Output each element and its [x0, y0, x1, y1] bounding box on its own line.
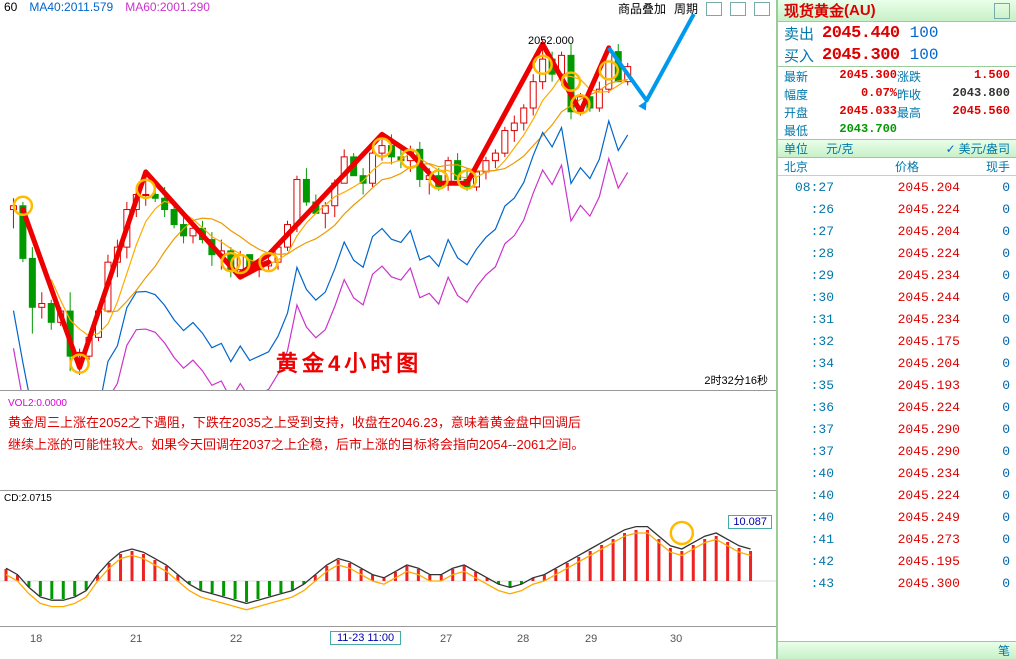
tick-row: :402045.2240 [778, 484, 1016, 506]
unit-cny[interactable]: 元/克 [826, 140, 853, 157]
xaxis-tick: 30 [670, 633, 682, 645]
analysis-text-line2: 继续上涨的可能性较大。如果今天回调在2037之上企稳，后市上涨的目标将会指向20… [8, 434, 768, 456]
tick-row: :412045.2730 [778, 528, 1016, 550]
ask-qty: 100 [910, 24, 939, 42]
date-axis: 18 21 22 11-23 11:00 27 28 29 30 [0, 626, 776, 659]
instrument-name: 现货黄金 [784, 0, 844, 21]
instrument-code: (AU) [844, 2, 876, 19]
stats-row: 最新2045.300涨跌1.500 [778, 67, 1016, 85]
tick-row: :372045.2900 [778, 418, 1016, 440]
ma40-label: MA40:2011.579 [29, 0, 113, 14]
stats-row: 开盘2045.033最高2045.560 [778, 103, 1016, 121]
macd-value-box: 10.087 [728, 515, 772, 529]
tick-row: :402045.2340 [778, 462, 1016, 484]
tick-row: :432045.3000 [778, 572, 1016, 594]
footer-label: 笔 [998, 642, 1010, 659]
ask-price: 2045.440 [822, 24, 900, 43]
unit-label: 单位 [784, 140, 808, 157]
candlestick-chart[interactable]: 2052.000 黄金4小时图 2时32分16秒 [0, 14, 776, 390]
xaxis-tick: 21 [130, 633, 142, 645]
ticks-header: 北京 价格 现手 [778, 158, 1016, 176]
xaxis-tick: 11-23 11:00 [330, 631, 401, 645]
bid-price: 2045.300 [822, 46, 900, 65]
tick-row: :322045.1750 [778, 330, 1016, 352]
ticks-head-vol: 现手 [970, 158, 1010, 175]
analysis-text-line1: 黄金周三上涨在2052之下遇阻，下跌在2035之上受到支持，收盘在2046.23… [8, 412, 768, 434]
ask-row: 卖出 2045.440 100 [778, 22, 1016, 44]
bid-qty: 100 [910, 46, 939, 64]
countdown-timer: 2时32分16秒 [704, 372, 768, 388]
tick-row: :302045.2440 [778, 286, 1016, 308]
xaxis-tick: 18 [30, 633, 42, 645]
price-callout: 2052.000 [528, 35, 574, 47]
xaxis-tick: 22 [230, 633, 242, 645]
tick-row: :282045.2240 [778, 242, 1016, 264]
stats-row: 幅度0.07%昨收2043.800 [778, 85, 1016, 103]
instrument-title: 现货黄金 (AU) [778, 0, 1016, 22]
xaxis-tick: 27 [440, 633, 452, 645]
ticks-head-price: 价格 [844, 158, 970, 175]
xaxis-tick: 28 [517, 633, 529, 645]
tick-row: :372045.2900 [778, 440, 1016, 462]
tick-row: :262045.2240 [778, 198, 1016, 220]
ma60-label: MA60:2001.290 [125, 0, 210, 14]
unit-usd[interactable]: ✓美元/盎司 [946, 140, 1010, 157]
analysis-panel: VOL2:0.0000 黄金周三上涨在2052之下遇阻，下跌在2035之上受到支… [0, 390, 776, 490]
stats-table: 最新2045.300涨跌1.500幅度0.07%昨收2043.800开盘2045… [778, 66, 1016, 140]
unit-bar: 单位 元/克 ✓美元/盎司 [778, 140, 1016, 158]
tick-row: :272045.2040 [778, 220, 1016, 242]
tick-row: :312045.2340 [778, 308, 1016, 330]
tick-row: :422045.1950 [778, 550, 1016, 572]
chart-title: 黄金4小时图 [276, 346, 422, 378]
quote-footer: 笔 [778, 641, 1016, 659]
chart-topbar: 60 MA40:2011.579 MA60:2001.290 商品叠加 周期 [0, 0, 776, 14]
stats-row: 最低2043.700 [778, 121, 1016, 139]
xaxis-tick: 29 [585, 633, 597, 645]
ask-label: 卖出 [784, 23, 822, 44]
bid-row: 买入 2045.300 100 [778, 44, 1016, 66]
vol-indicator-label: VOL2:0.0000 [8, 395, 768, 412]
tick-row: :352045.1930 [778, 374, 1016, 396]
macd-panel: CD:2.0715 10.087 [0, 490, 776, 626]
tick-row: :362045.2240 [778, 396, 1016, 418]
tick-row: 08:272045.2040 [778, 176, 1016, 198]
ticks-list: 08:272045.2040:262045.2240:272045.2040:2… [778, 176, 1016, 594]
quote-panel: 现货黄金 (AU) 卖出 2045.440 100 买入 2045.300 10… [776, 0, 1016, 659]
ma-prefix: 60 [4, 0, 17, 14]
restore-icon[interactable] [994, 3, 1010, 19]
ticks-head-time: 北京 [784, 158, 844, 175]
bid-label: 买入 [784, 45, 822, 66]
tick-row: :402045.2490 [778, 506, 1016, 528]
tick-row: :292045.2340 [778, 264, 1016, 286]
tick-row: :342045.2040 [778, 352, 1016, 374]
